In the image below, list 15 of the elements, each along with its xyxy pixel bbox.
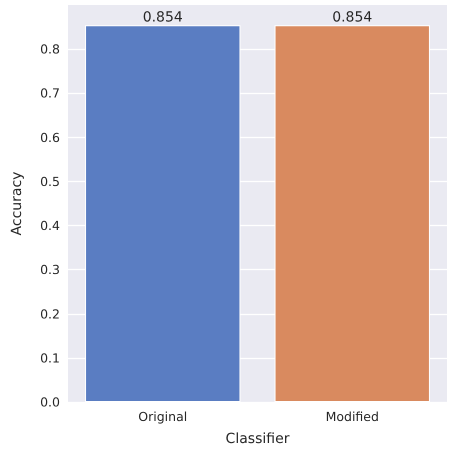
- y-tick-label: 0.4: [40, 218, 60, 234]
- y-tick-label: 0.6: [40, 130, 60, 145]
- y-tick-label: 0.3: [40, 262, 60, 278]
- data-label: 0.854: [332, 9, 372, 26]
- y-tick-label: 0.5: [40, 174, 60, 189]
- y-tick-label: 0.8: [40, 42, 60, 57]
- y-tick-label: 0.0: [40, 394, 60, 410]
- data-label: 0.854: [142, 9, 183, 26]
- y-tick-label: 0.1: [40, 350, 60, 366]
- y-tick-label: 0.7: [40, 86, 60, 101]
- y-axis-title: Accuracy: [9, 172, 25, 236]
- x-tick-label: Modified: [326, 409, 379, 424]
- x-tick-label: Original: [138, 409, 188, 424]
- x-axis-title: Classifier: [226, 431, 290, 447]
- y-tick-label: 0.2: [40, 306, 60, 322]
